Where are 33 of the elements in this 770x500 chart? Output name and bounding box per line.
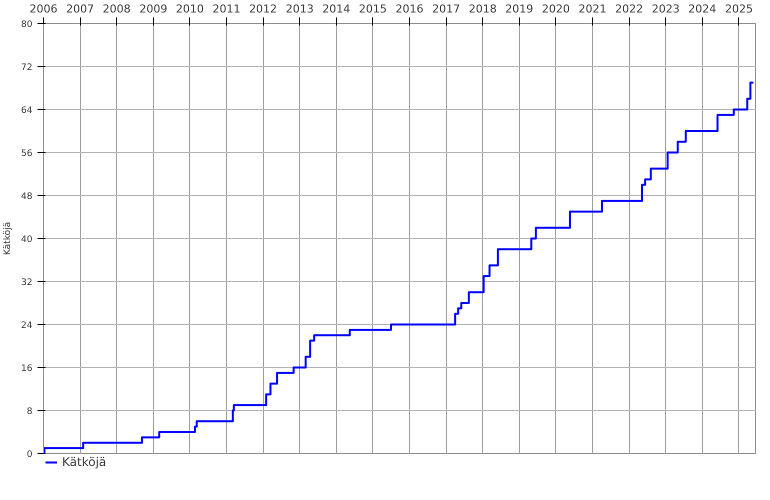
x-tick-label: 2017 [432,2,460,16]
y-tick-label: 16 [21,364,33,374]
x-tick-label: 2008 [102,2,131,16]
x-tick-label: 2016 [395,2,424,16]
y-tick-label: 40 [21,235,33,245]
y-tick-label: 64 [21,106,33,116]
x-tick-label: 2019 [505,2,534,16]
y-tick-label: 0 [26,450,33,460]
x-tick-label: 2023 [652,2,680,16]
x-tick-label: 2012 [249,2,278,16]
x-tick-label: 2011 [212,2,240,16]
x-tick-label: 2020 [542,2,570,16]
x-tick-label: 2007 [66,2,94,16]
x-tick-label: 2006 [30,2,58,16]
x-tick-label: 2015 [358,2,387,16]
y-tick-label: 32 [21,278,32,288]
x-tick-label: 2024 [688,2,716,16]
y-tick-label: 72 [21,63,32,73]
x-tick-label: 2021 [578,2,607,16]
y-tick-label: 48 [21,192,33,202]
x-tick-label: 2018 [468,2,497,16]
y-tick-label: 8 [26,407,33,417]
y-tick-label: 80 [21,20,33,30]
x-tick-label: 2014 [322,2,350,16]
x-tick-label: 2010 [176,2,204,16]
x-tick-label: 2025 [724,2,753,16]
x-tick-label: 2013 [286,2,314,16]
y-tick-label: 24 [21,321,33,331]
y-axis-title: Kätköjä [3,222,14,256]
series-label: Kätköjä [62,455,106,469]
y-tick-label: 56 [21,149,33,159]
x-tick-label: 2009 [139,2,168,16]
x-tick-label: 2022 [615,2,644,16]
